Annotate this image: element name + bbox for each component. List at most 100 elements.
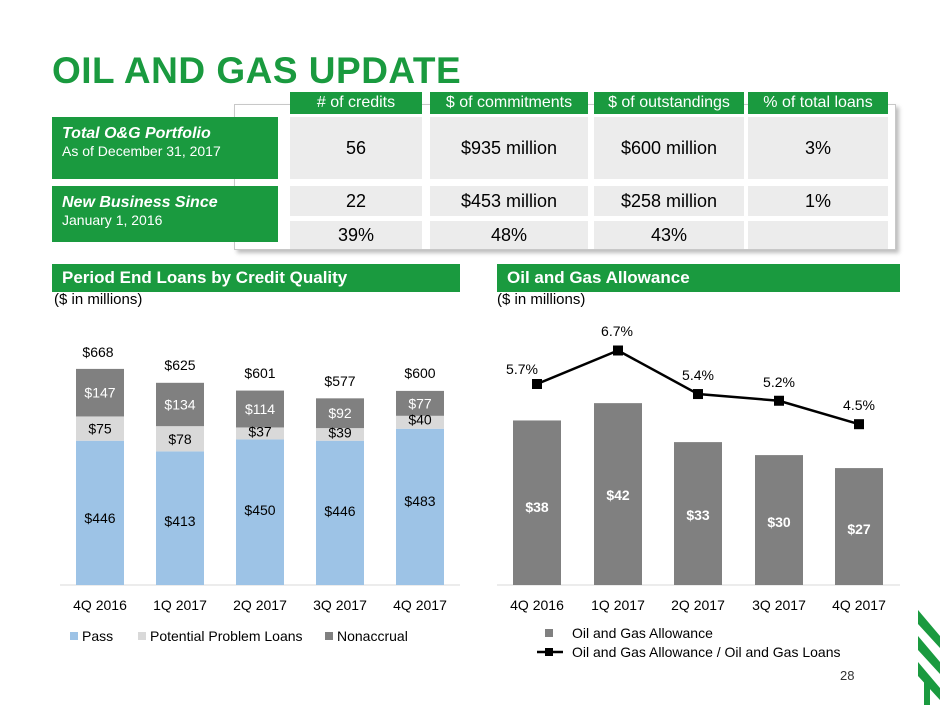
ratio-line xyxy=(536,349,860,426)
x-tick-label: 2Q 2017 xyxy=(233,597,287,613)
cell-credits-total: 56 xyxy=(290,117,422,179)
right-unit-label: ($ in millions) xyxy=(497,291,586,308)
ratio-label: 5.2% xyxy=(763,374,795,390)
bar-nonaccrual xyxy=(316,398,364,429)
row-title: Total O&G Portfolio xyxy=(62,125,211,142)
cell-total-loans-new: 1% xyxy=(748,186,888,216)
bar-nonaccrual xyxy=(156,382,204,427)
data-label-allowance: $38 xyxy=(525,499,549,515)
bar-pass xyxy=(396,428,444,585)
total-label: $668 xyxy=(82,344,113,360)
bar-pass xyxy=(156,451,204,585)
header-credits: # of credits xyxy=(290,92,422,114)
data-label-pass: $413 xyxy=(164,513,195,529)
bar-potential-problem-loans xyxy=(396,415,444,429)
row-label-new-business: New Business Since January 1, 2016 xyxy=(52,186,278,242)
bar-pass xyxy=(316,440,364,585)
data-label-nonaccrual: $134 xyxy=(164,396,195,412)
x-tick-label: 2Q 2017 xyxy=(671,597,725,613)
data-label-allowance: $27 xyxy=(847,521,871,537)
cell-credits-pct: 39% xyxy=(290,221,422,249)
legend-label: Oil and Gas Allowance / Oil and Gas Loan… xyxy=(572,644,840,660)
total-label: $601 xyxy=(244,365,275,381)
cell-commitments-total: $935 million xyxy=(430,117,588,179)
left-section-title: Period End Loans by Credit Quality xyxy=(52,264,460,292)
bar-oil-gas-allowance xyxy=(513,420,561,585)
bar-oil-gas-allowance xyxy=(755,455,803,585)
data-label-potential: $37 xyxy=(248,423,272,439)
x-tick-label: 4Q 2017 xyxy=(832,597,886,613)
data-label-allowance: $30 xyxy=(767,514,791,530)
x-tick-label: 4Q 2016 xyxy=(73,597,127,613)
legend-swatch xyxy=(138,632,146,640)
legend-label: Nonaccrual xyxy=(337,628,408,644)
header-total-loans: % of total loans xyxy=(748,92,888,114)
bar-oil-gas-allowance xyxy=(594,403,642,585)
logo-icon xyxy=(918,610,940,705)
right-section-title: Oil and Gas Allowance xyxy=(497,264,900,292)
ratio-marker xyxy=(693,389,703,400)
bar-potential-problem-loans xyxy=(76,416,124,441)
data-label-allowance: $42 xyxy=(606,487,630,503)
x-tick-label: 3Q 2017 xyxy=(313,597,367,613)
cell-total-loans-pct xyxy=(748,221,888,249)
x-tick-label: 4Q 2016 xyxy=(510,597,564,613)
row-label-total-portfolio: Total O&G Portfolio As of December 31, 2… xyxy=(52,117,278,179)
data-label-pass: $483 xyxy=(404,493,435,509)
bar-oil-gas-allowance xyxy=(674,442,722,585)
legend-label: Potential Problem Loans xyxy=(150,628,303,644)
data-label-potential: $78 xyxy=(168,431,192,447)
bar-nonaccrual xyxy=(76,368,124,417)
legend-label: Pass xyxy=(82,628,113,644)
bar-nonaccrual xyxy=(396,390,444,416)
cell-total-loans-total: 3% xyxy=(748,117,888,179)
header-outstandings: $ of outstandings xyxy=(594,92,744,114)
data-label-potential: $39 xyxy=(328,424,352,440)
ratio-marker xyxy=(854,419,864,430)
data-label-pass: $446 xyxy=(324,503,355,519)
data-label-nonaccrual: $147 xyxy=(84,385,115,401)
data-label-pass: $446 xyxy=(84,510,115,526)
legend-swatch xyxy=(545,648,553,656)
cell-credits-new: 22 xyxy=(290,186,422,216)
cell-outstandings-total: $600 million xyxy=(594,117,744,179)
data-label-potential: $75 xyxy=(88,421,112,437)
data-label-nonaccrual: $92 xyxy=(328,405,352,421)
legend-label: Oil and Gas Allowance xyxy=(572,625,713,641)
bar-pass xyxy=(76,440,124,585)
bar-potential-problem-loans xyxy=(236,427,284,440)
bar-oil-gas-allowance xyxy=(835,468,883,585)
legend-swatch xyxy=(325,632,333,640)
total-label: $577 xyxy=(324,373,355,389)
ratio-marker xyxy=(613,345,623,356)
row-subtitle: As of December 31, 2017 xyxy=(62,143,221,159)
bar-potential-problem-loans xyxy=(156,426,204,452)
cell-outstandings-pct: 43% xyxy=(594,221,744,249)
bar-pass xyxy=(236,439,284,585)
x-tick-label: 3Q 2017 xyxy=(752,597,806,613)
total-label: $625 xyxy=(164,357,195,373)
data-label-nonaccrual: $114 xyxy=(245,401,275,417)
legend-swatch xyxy=(70,632,78,640)
cell-outstandings-new: $258 million xyxy=(594,186,744,216)
cell-commitments-new: $453 million xyxy=(430,186,588,216)
total-label: $600 xyxy=(404,365,435,381)
ratio-marker xyxy=(774,395,784,406)
row-title: New Business Since xyxy=(62,194,218,211)
data-label-pass: $450 xyxy=(244,502,275,518)
ratio-label: 6.7% xyxy=(601,323,633,339)
page-title: OIL AND GAS UPDATE xyxy=(52,50,462,91)
x-tick-label: 1Q 2017 xyxy=(591,597,645,613)
ratio-label: 4.5% xyxy=(843,397,875,413)
legend-swatch xyxy=(545,629,553,637)
x-tick-label: 1Q 2017 xyxy=(153,597,207,613)
ratio-label: 5.7% xyxy=(506,361,538,377)
data-label-nonaccrual: $77 xyxy=(408,395,432,411)
bar-potential-problem-loans xyxy=(316,428,364,441)
page-number: 28 xyxy=(840,668,855,683)
x-tick-label: 4Q 2017 xyxy=(393,597,447,613)
bar-nonaccrual xyxy=(236,390,284,428)
row-subtitle: January 1, 2016 xyxy=(62,212,163,228)
cell-commitments-pct: 48% xyxy=(430,221,588,249)
